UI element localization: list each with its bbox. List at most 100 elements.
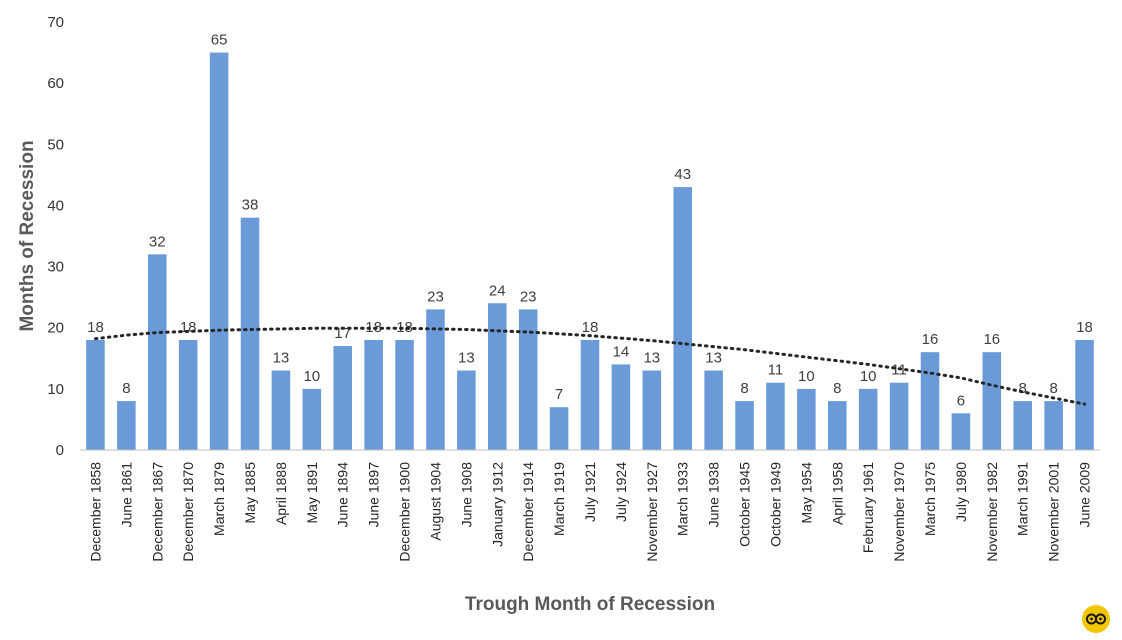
bar [364,339,383,450]
x-tick-label: December 1867 [149,462,165,562]
bar [735,401,754,450]
data-label: 65 [211,32,228,49]
x-tick-label: March 1991 [1015,462,1031,536]
bar [982,352,1002,450]
bar [1075,339,1094,450]
x-axis-ticks: December 1858 June 1861 December 1867 Decem… [87,462,1092,562]
trend-line [93,326,1087,406]
data-label: 23 [520,288,537,305]
bar [704,370,723,450]
data-label: 38 [242,197,259,214]
y-tick-label: 40 [47,197,64,214]
x-tick-label: May 1891 [304,462,320,524]
x-axis-title: Trough Month of Recession [465,594,715,615]
data-label: 13 [705,350,722,367]
data-label: 13 [458,350,475,367]
bar [1044,401,1063,450]
x-tick-label: August 1904 [427,462,443,541]
bar [488,303,507,450]
x-tick-label: December 1914 [520,462,536,562]
x-tick-label: December 1870 [180,462,196,562]
data-label: 6 [957,392,965,409]
x-tick-label: February 1961 [860,462,876,553]
y-tick-label: 30 [47,259,64,276]
data-label: 14 [613,343,630,360]
y-tick-label: 10 [47,381,64,398]
bar [426,309,445,450]
data-label: 10 [798,368,815,385]
y-tick-label: 20 [47,320,64,337]
data-label: 8 [833,380,841,397]
x-tick-label: December 1858 [87,462,103,562]
x-tick-label: November 2001 [1046,462,1062,562]
x-tick-label: October 1949 [767,462,783,547]
bar [518,309,538,450]
data-label: 10 [860,368,877,385]
bar [302,388,322,450]
x-tick-label: June 2009 [1077,462,1093,528]
bar [828,401,847,450]
bar [642,370,662,450]
x-tick-label: November 1982 [984,462,1000,562]
x-tick-label: May 1885 [242,462,258,524]
x-tick-label: June 1894 [335,462,351,528]
bar [673,187,692,451]
y-tick-label: 0 [56,442,64,459]
bar [333,346,352,450]
bar [611,364,631,450]
bar [395,339,414,450]
data-label: 18 [87,319,104,336]
y-tick-label: 50 [47,136,64,153]
data-label: 32 [149,233,166,250]
x-tick-label: November 1927 [644,462,660,562]
data-label: 11 [768,362,784,379]
y-tick-label: 70 [47,14,64,31]
x-tick-label: January 1912 [489,462,505,547]
data-label: 8 [1049,380,1057,397]
x-tick-label: June 1861 [118,462,134,528]
bars [86,52,1094,451]
x-tick-label: July 1980 [953,462,969,522]
x-tick-label: April 1958 [829,462,845,525]
data-label: 18 [1076,319,1093,336]
bar [240,217,260,450]
x-tick-label: April 1888 [273,462,289,525]
bar [271,370,291,450]
x-tick-label: October 1945 [737,462,753,547]
data-label: 18 [180,319,197,336]
x-tick-label: March 1933 [675,462,691,536]
data-label: 8 [122,380,130,397]
data-label: 7 [555,386,563,403]
y-axis-ticks: 0 10 20 30 40 50 60 70 [47,14,64,459]
x-tick-label: June 1908 [458,462,474,528]
x-tick-label: July 1921 [582,462,598,522]
x-tick-label: June 1897 [366,462,382,528]
bar [209,52,229,450]
bar [178,339,198,450]
x-tick-label: November 1970 [891,462,907,562]
data-label: 13 [643,350,660,367]
bar [766,382,785,450]
bar [797,388,816,450]
bar [86,339,105,450]
x-tick-label: July 1924 [613,462,629,522]
data-label: 17 [334,325,351,342]
data-label: 8 [1019,380,1027,397]
data-label: 23 [427,288,444,305]
y-tick-label: 60 [47,75,64,92]
data-label: 16 [983,331,1000,348]
data-label: 18 [582,319,599,336]
data-label: 13 [273,350,290,367]
bar [920,352,940,450]
data-label: 16 [922,331,939,348]
data-label: 8 [740,380,748,397]
data-label: 18 [396,319,413,336]
bar [1013,401,1032,450]
x-tick-label: March 1919 [551,462,567,536]
bar [951,413,971,450]
bar [858,388,878,450]
y-axis-title: Months of Recession [17,140,38,331]
bar [889,382,909,450]
x-tick-label: June 1938 [706,462,722,528]
